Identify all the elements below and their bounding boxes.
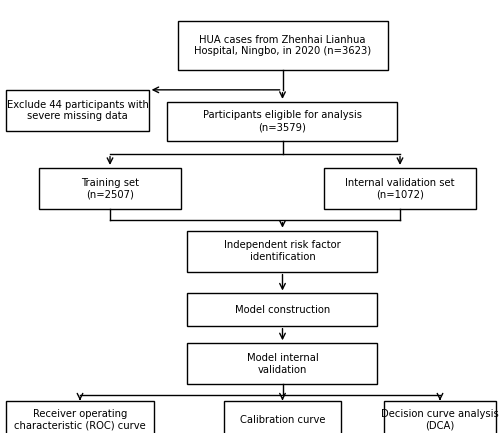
Bar xyxy=(168,102,398,141)
Bar xyxy=(188,343,378,385)
Text: Receiver operating
characteristic (ROC) curve: Receiver operating characteristic (ROC) … xyxy=(14,409,146,431)
Bar xyxy=(6,90,149,131)
Bar xyxy=(6,401,154,433)
Text: Model internal
validation: Model internal validation xyxy=(246,353,318,375)
Text: Model construction: Model construction xyxy=(235,304,330,315)
Bar xyxy=(39,168,181,209)
Text: Training set
(n=2507): Training set (n=2507) xyxy=(81,178,139,199)
Text: Decision curve analysis
(DCA): Decision curve analysis (DCA) xyxy=(381,409,499,431)
Bar xyxy=(384,401,496,433)
Text: Independent risk factor
identification: Independent risk factor identification xyxy=(224,240,341,262)
Text: Calibration curve: Calibration curve xyxy=(240,415,325,425)
Text: HUA cases from Zhenhai Lianhua
Hospital, Ningbo, in 2020 (n=3623): HUA cases from Zhenhai Lianhua Hospital,… xyxy=(194,35,371,56)
Text: Exclude 44 participants with
severe missing data: Exclude 44 participants with severe miss… xyxy=(6,100,148,121)
Bar xyxy=(188,294,378,326)
Bar xyxy=(178,20,388,71)
Bar xyxy=(224,401,341,433)
Bar xyxy=(324,168,476,209)
Bar xyxy=(188,230,378,272)
Text: Participants eligible for analysis
(n=3579): Participants eligible for analysis (n=35… xyxy=(203,110,362,132)
Text: Internal validation set
(n=1072): Internal validation set (n=1072) xyxy=(345,178,455,199)
